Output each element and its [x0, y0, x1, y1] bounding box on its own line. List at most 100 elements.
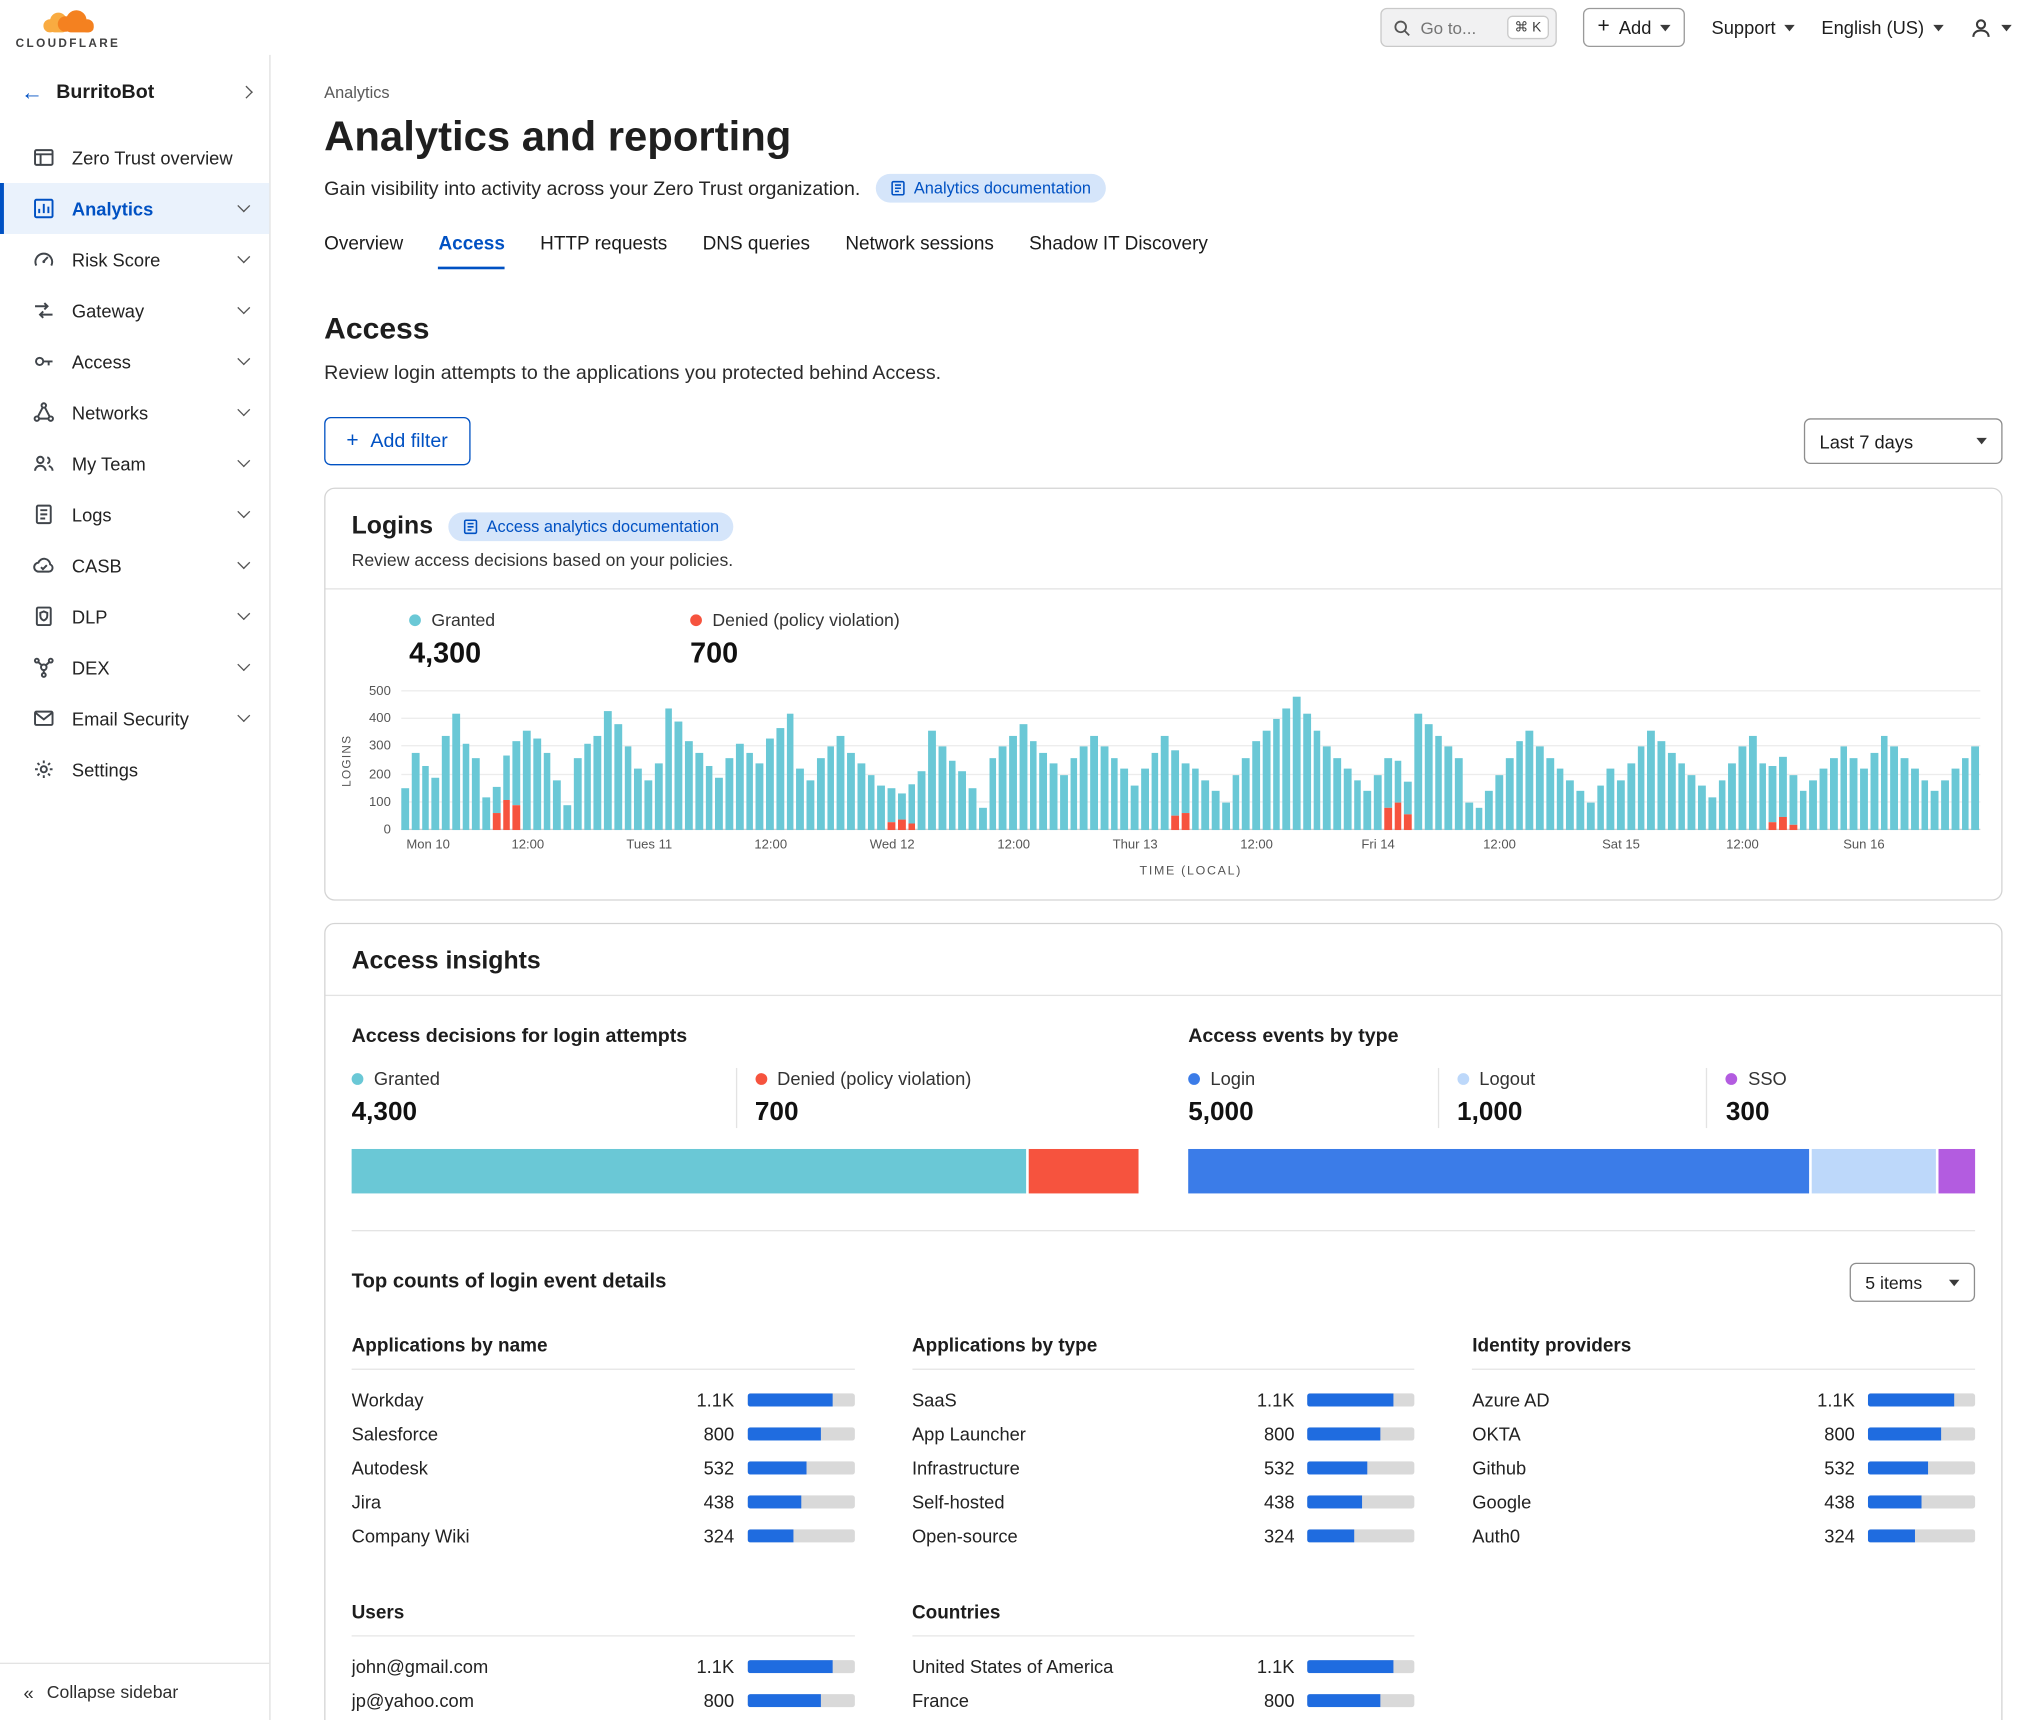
- login-bar: [1171, 691, 1179, 831]
- login-bar: [482, 691, 490, 831]
- sidebar-item-logs[interactable]: Logs: [0, 489, 269, 540]
- tab-dns-queries[interactable]: DNS queries: [702, 233, 811, 255]
- login-bar: [1323, 691, 1331, 831]
- tab-bar: Overview Access HTTP requests DNS querie…: [324, 233, 2002, 270]
- top-count-row: United States of America 1.1K: [912, 1650, 1415, 1684]
- sso-dot: [1725, 1072, 1738, 1085]
- row-bar-track: [1307, 1427, 1415, 1441]
- back-arrow-icon[interactable]: ←: [20, 79, 44, 105]
- chart-xticks: Mon 10 12:00 Tues 11 12:00 Wed 12 12:00 Thur 1…: [401, 838, 1980, 859]
- row-label: United States of America: [911, 1656, 1114, 1678]
- login-bar: [1191, 691, 1199, 831]
- cell-value: 1,000: [1457, 1098, 1523, 1127]
- language-menu[interactable]: English (US): [1821, 17, 1944, 38]
- row-label: Company Wiki: [351, 1525, 470, 1547]
- events-title: Access events by type: [1188, 1024, 1399, 1048]
- login-bar: [998, 691, 1007, 831]
- global-search[interactable]: ⌘ K: [1379, 7, 1557, 48]
- sidebar-item-dlp[interactable]: DLP: [0, 591, 269, 642]
- row-bar-fill: [1307, 1529, 1355, 1543]
- collapse-sidebar-button[interactable]: « Collapse sidebar: [0, 1662, 270, 1720]
- tab-access[interactable]: Access: [438, 234, 505, 270]
- add-filter-button[interactable]: + Add filter: [324, 416, 470, 466]
- login-bar: [1019, 691, 1027, 831]
- sidebar-item-label: Analytics: [71, 198, 154, 219]
- login-bar: [1242, 691, 1250, 831]
- login-bar: [1444, 691, 1453, 831]
- access-analytics-documentation-link[interactable]: Access analytics documentation: [448, 512, 734, 542]
- chevron-down-icon: [237, 352, 251, 366]
- login-bar: [1951, 691, 1959, 831]
- y-axis-label: LOGINS: [339, 734, 353, 787]
- row-value: 532: [1263, 1457, 1295, 1479]
- row-bar-track: [1307, 1660, 1415, 1674]
- sidebar-item-risk-score[interactable]: Risk Score: [0, 234, 269, 285]
- support-menu[interactable]: Support: [1712, 17, 1796, 38]
- sidebar-item-analytics[interactable]: Analytics: [0, 183, 270, 234]
- x-tick-label: Thur 13: [1112, 837, 1158, 853]
- page-title: Analytics and reporting: [324, 112, 792, 160]
- row-bar-track: [747, 1461, 855, 1475]
- x-axis-label: TIME (LOCAL): [1139, 864, 1243, 879]
- sidebar-item-settings[interactable]: Settings: [0, 744, 269, 795]
- sidebar-item-dex[interactable]: DEX: [0, 642, 269, 693]
- row-bar-fill: [747, 1427, 821, 1441]
- login-bar: [1130, 691, 1139, 831]
- row-bar-fill: [747, 1694, 821, 1708]
- search-input[interactable]: [1417, 16, 1499, 39]
- stack-segment-sso: [1937, 1148, 1976, 1194]
- sidebar-item-gateway[interactable]: Gateway: [0, 285, 269, 336]
- sidebar-item-email-security[interactable]: Email Security: [0, 693, 269, 744]
- cell-label: Granted: [373, 1067, 440, 1089]
- chevron-right-icon[interactable]: [239, 85, 253, 99]
- login-bar: [796, 691, 804, 831]
- login-bar: [1860, 691, 1868, 831]
- date-range-select[interactable]: Last 7 days: [1803, 418, 2003, 465]
- gridline: [401, 801, 1981, 803]
- cloudflare-logo[interactable]: CLOUDFLARE: [16, 5, 121, 49]
- granted-dot: [409, 614, 421, 627]
- login-bar: [1373, 691, 1382, 831]
- row-bar-fill: [747, 1461, 807, 1475]
- login-bar: [1454, 691, 1463, 831]
- row-label: Azure AD: [1472, 1389, 1550, 1411]
- top-count-row: Workday 1.1K: [352, 1383, 855, 1417]
- login-bar: [1586, 691, 1595, 831]
- login-bar: [674, 691, 683, 831]
- login-bar: [1941, 691, 1949, 831]
- login-bar: [1637, 691, 1645, 831]
- stack-segment-denied-policy-violation-: [1028, 1148, 1139, 1194]
- chevron-down-icon: [1784, 24, 1796, 31]
- sidebar-menu: Zero Trust overview Analytics Risk Score…: [0, 124, 270, 1663]
- sidebar-item-casb[interactable]: CASB: [0, 540, 269, 591]
- login-bar: [1434, 691, 1443, 831]
- items-count-select[interactable]: 5 items: [1849, 1262, 1976, 1302]
- sidebar-item-access[interactable]: Access: [0, 336, 269, 387]
- chart-yticks: 0 100 200 300 400 500: [357, 684, 401, 837]
- chevron-down-icon: [237, 454, 251, 468]
- login-bar: [451, 691, 460, 831]
- login-bar: [1161, 691, 1169, 831]
- login-bar: [522, 691, 531, 831]
- tab-network-sessions[interactable]: Network sessions: [845, 233, 994, 255]
- row-label: Autodesk: [351, 1457, 428, 1479]
- login-bar: [1920, 691, 1929, 831]
- login-bar: [1515, 691, 1524, 831]
- tab-overview[interactable]: Overview: [324, 233, 404, 255]
- top-count-row: jp@yahoo.com 800: [352, 1684, 855, 1718]
- top-count-row: Infrastructure 532: [912, 1451, 1415, 1485]
- add-button[interactable]: + Add: [1583, 7, 1686, 48]
- login-bar: [978, 691, 987, 831]
- account-menu[interactable]: [1970, 16, 2012, 38]
- top-count-row: Jira 438: [352, 1485, 855, 1519]
- sidebar-item-label: Settings: [71, 758, 139, 780]
- analytics-documentation-link[interactable]: Analytics documentation: [875, 173, 1106, 203]
- row-bar-track: [747, 1694, 855, 1708]
- sidebar-item-my-team[interactable]: My Team: [0, 438, 269, 489]
- sidebar-item-zero-trust-overview[interactable]: Zero Trust overview: [0, 132, 269, 183]
- tab-shadow-it-discovery[interactable]: Shadow IT Discovery: [1029, 233, 1208, 255]
- sidebar-item-label: DEX: [71, 656, 110, 678]
- login-bar: [1535, 691, 1544, 831]
- tab-http-requests[interactable]: HTTP requests: [540, 233, 668, 255]
- sidebar-item-networks[interactable]: Networks: [0, 387, 269, 438]
